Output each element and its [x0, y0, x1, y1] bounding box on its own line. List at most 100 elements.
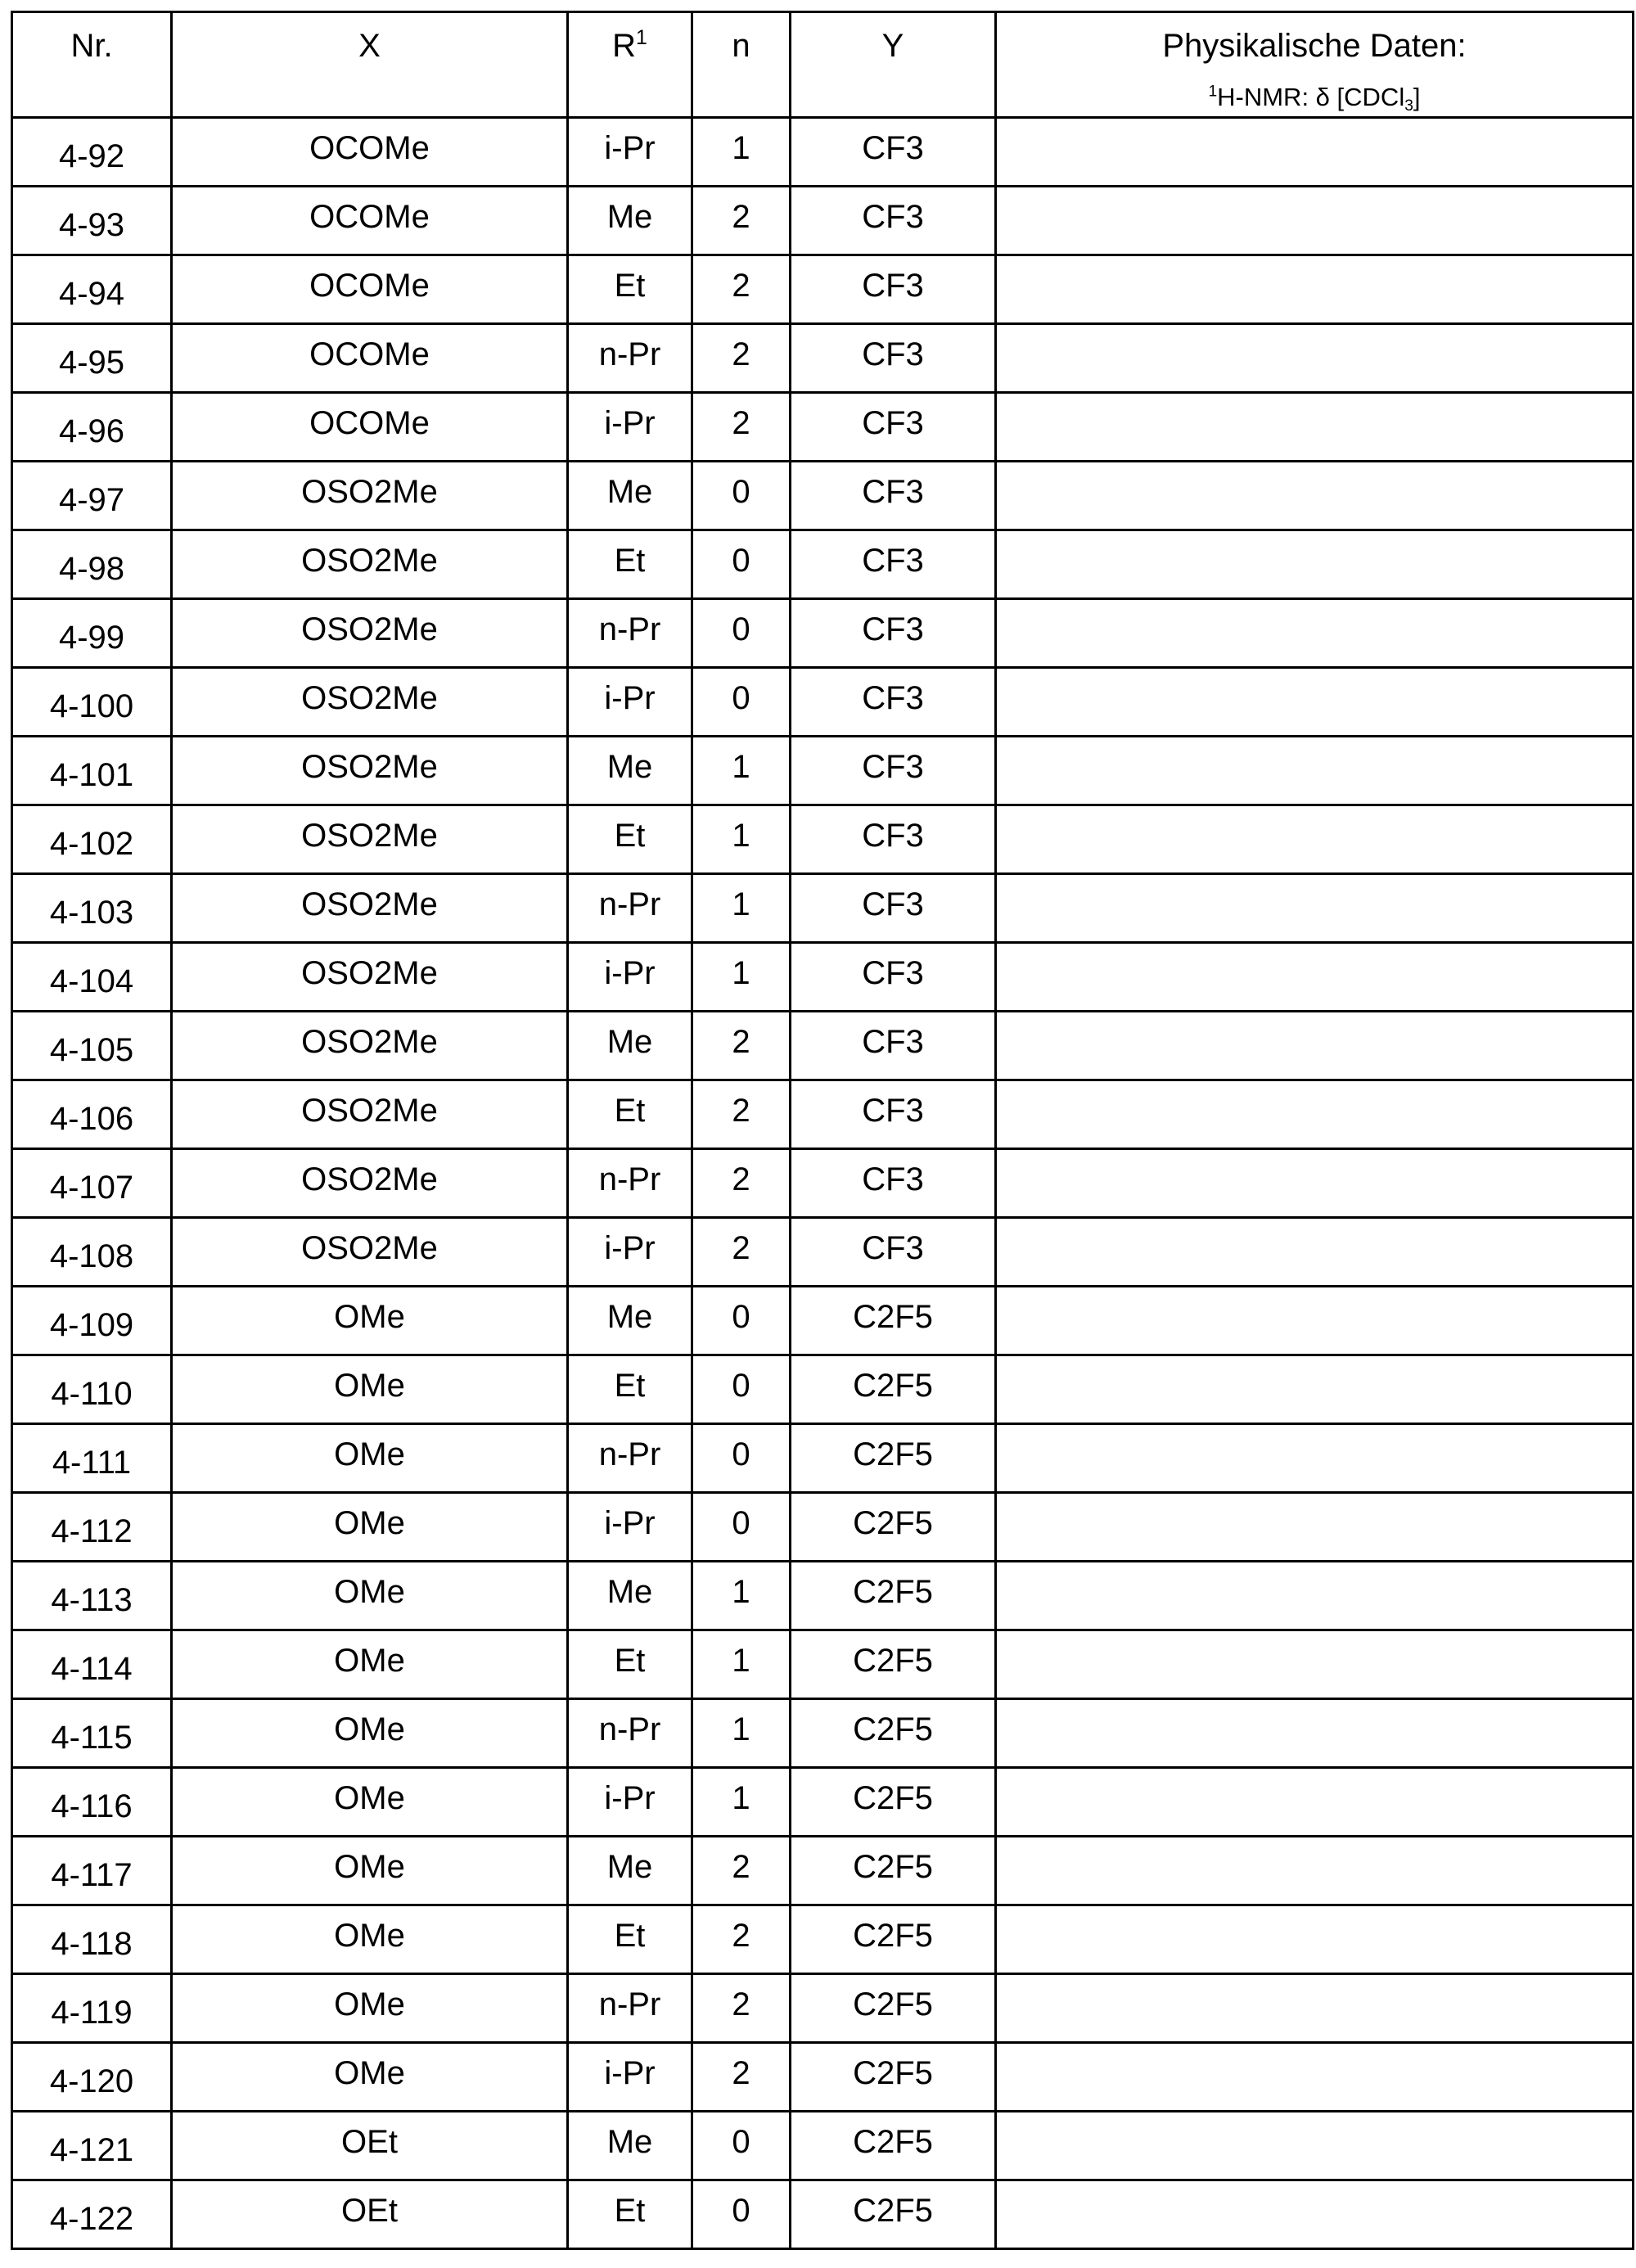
cell-r1: n-Pr — [568, 324, 692, 393]
cell-n: 0 — [692, 2180, 791, 2249]
cell-r1: i-Pr — [568, 1768, 692, 1837]
cell-physical-data — [996, 1287, 1634, 1355]
cell-x-text: OCOMe — [309, 199, 430, 235]
cell-n-text: 0 — [732, 2124, 750, 2160]
cell-x: OSO2Me — [172, 1080, 568, 1149]
table-row: 4-99OSO2Men-Pr0CF3 — [12, 599, 1634, 668]
cell-n: 1 — [692, 874, 791, 943]
table-row: 4-92OCOMei-Pr1CF3 — [12, 118, 1634, 187]
cell-nr-text: 4-115 — [51, 1720, 132, 1756]
cell-n: 2 — [692, 255, 791, 324]
cell-x: OMe — [172, 1562, 568, 1630]
cell-y-text: CF3 — [862, 1161, 924, 1197]
cell-physical-data — [996, 393, 1634, 462]
cell-y-text: C2F5 — [853, 2055, 933, 2091]
cell-r1-text: n-Pr — [599, 1711, 661, 1747]
cell-y: CF3 — [791, 1149, 996, 1218]
cell-r1: i-Pr — [568, 1218, 692, 1287]
table-row: 4-113OMeMe1C2F5 — [12, 1562, 1634, 1630]
cell-y-text: C2F5 — [853, 1436, 933, 1472]
cell-physical-data — [996, 462, 1634, 530]
cell-y: CF3 — [791, 668, 996, 737]
cell-nr-text: 4-99 — [59, 620, 124, 656]
cell-x-text: OSO2Me — [301, 818, 438, 854]
table-row: 4-108OSO2Mei-Pr2CF3 — [12, 1218, 1634, 1287]
cell-n-text: 1 — [732, 749, 750, 785]
cell-x: OMe — [172, 1905, 568, 1974]
cell-x-text: OEt — [341, 2193, 398, 2229]
cell-nr-text: 4-94 — [59, 276, 124, 312]
cell-y: CF3 — [791, 874, 996, 943]
table-row: 4-119OMen-Pr2C2F5 — [12, 1974, 1634, 2043]
cell-x-text: OSO2Me — [301, 680, 438, 716]
cell-y: C2F5 — [791, 1768, 996, 1837]
cell-nr: 4-107 — [12, 1149, 172, 1218]
cell-r1: n-Pr — [568, 599, 692, 668]
cell-x-text: OSO2Me — [301, 1024, 438, 1060]
cell-y-text: CF3 — [862, 611, 924, 647]
cell-y: CF3 — [791, 599, 996, 668]
cell-r1-text: Et — [615, 1643, 646, 1679]
cell-nr: 4-95 — [12, 324, 172, 393]
cell-nr-text: 4-96 — [59, 413, 124, 449]
cell-y-text: C2F5 — [853, 1368, 933, 1404]
cell-y: C2F5 — [791, 1287, 996, 1355]
cell-n-text: 1 — [732, 886, 750, 922]
cell-n-text: 1 — [732, 1780, 750, 1816]
cell-n-text: 2 — [732, 336, 750, 372]
cell-nr: 4-121 — [12, 2112, 172, 2180]
cell-nr: 4-120 — [12, 2043, 172, 2112]
cell-x-text: OMe — [334, 2055, 405, 2091]
cell-x-text: OSO2Me — [301, 1230, 438, 1266]
cell-n-text: 1 — [732, 818, 750, 854]
cell-nr: 4-119 — [12, 1974, 172, 2043]
cell-r1-text: i-Pr — [604, 680, 655, 716]
cell-nr: 4-111 — [12, 1424, 172, 1493]
cell-nr: 4-92 — [12, 118, 172, 187]
cell-physical-data — [996, 737, 1634, 805]
cell-n-text: 2 — [732, 2055, 750, 2091]
cell-n-text: 1 — [732, 130, 750, 166]
cell-nr: 4-93 — [12, 187, 172, 255]
cell-r1-text: n-Pr — [599, 886, 661, 922]
cell-x: OMe — [172, 1355, 568, 1424]
cell-nr-text: 4-92 — [59, 138, 124, 174]
cell-nr-text: 4-95 — [59, 345, 124, 381]
cell-y-text: C2F5 — [853, 1849, 933, 1885]
cell-y: CF3 — [791, 187, 996, 255]
cell-nr-text: 4-105 — [50, 1032, 133, 1068]
cell-nr-text: 4-117 — [51, 1857, 132, 1893]
cell-r1: Me — [568, 462, 692, 530]
cell-r1-text: i-Pr — [604, 1780, 655, 1816]
cell-r1: Et — [568, 2180, 692, 2249]
cell-x-text: OSO2Me — [301, 611, 438, 647]
cell-nr: 4-113 — [12, 1562, 172, 1630]
cell-y-text: C2F5 — [853, 1505, 933, 1541]
cell-y: C2F5 — [791, 2180, 996, 2249]
cell-y: C2F5 — [791, 1562, 996, 1630]
cell-y: C2F5 — [791, 1974, 996, 2043]
cell-r1-text: Me — [607, 1849, 653, 1885]
cell-y: CF3 — [791, 118, 996, 187]
cell-nr-text: 4-93 — [59, 207, 124, 243]
cell-nr-text: 4-121 — [50, 2132, 133, 2168]
cell-n: 1 — [692, 1699, 791, 1768]
cell-n-text: 2 — [732, 268, 750, 304]
cell-y-text: C2F5 — [853, 1643, 933, 1679]
table-row: 4-104OSO2Mei-Pr1CF3 — [12, 943, 1634, 1012]
cell-n: 2 — [692, 393, 791, 462]
cell-x-text: OCOMe — [309, 336, 430, 372]
cell-x: OMe — [172, 1424, 568, 1493]
cell-nr: 4-97 — [12, 462, 172, 530]
cell-x-text: OMe — [334, 1574, 405, 1610]
cell-nr: 4-100 — [12, 668, 172, 737]
cell-nr: 4-112 — [12, 1493, 172, 1562]
cell-r1-text: n-Pr — [599, 336, 661, 372]
cell-y-text: C2F5 — [853, 1986, 933, 2022]
cell-r1: Me — [568, 737, 692, 805]
cell-y: CF3 — [791, 805, 996, 874]
cell-nr-text: 4-100 — [50, 688, 133, 724]
cell-physical-data — [996, 187, 1634, 255]
cell-x: OSO2Me — [172, 737, 568, 805]
cell-y-text: C2F5 — [853, 1780, 933, 1816]
